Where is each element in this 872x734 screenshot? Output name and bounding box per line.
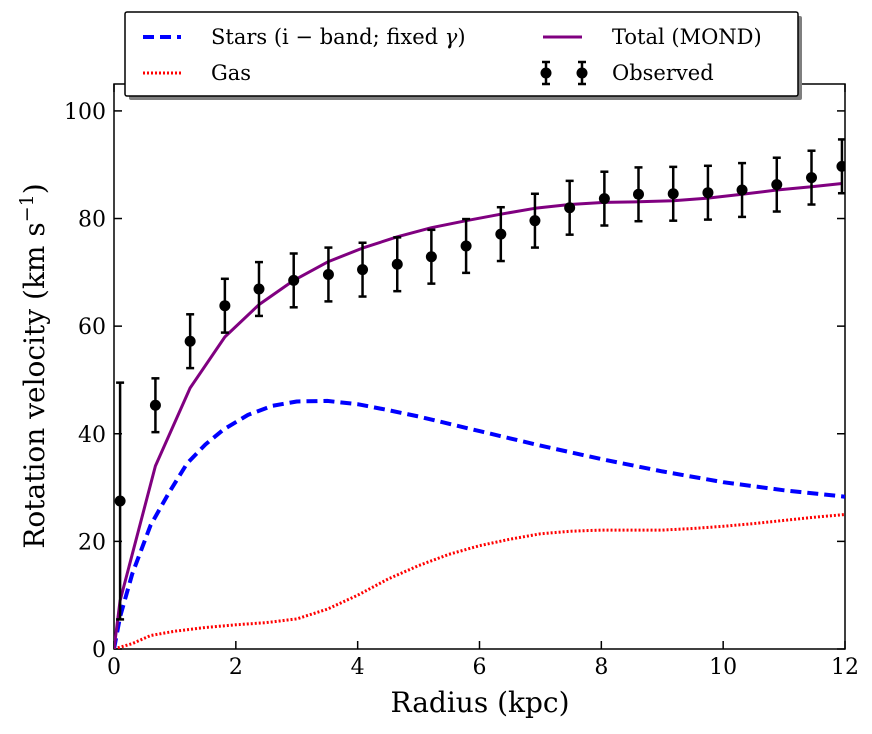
legend-box [124,11,799,97]
y-tick-label: 60 [78,315,106,340]
y-tick-label: 40 [78,423,106,448]
y-axis-label-close: ) [18,183,51,194]
x-tick-label: 2 [229,655,243,680]
observed-point [460,217,472,275]
axis-ticks: 0 2 4 6 8 10 12 0 20 40 60 80 100 [64,84,859,680]
observed-marker [702,187,714,199]
plot-area [113,83,846,650]
observed-point [149,377,161,434]
observed-marker [425,251,437,263]
observed-marker [529,215,541,227]
observed-point [357,241,369,298]
x-tick-label: 6 [473,655,487,680]
stars-line [114,398,845,649]
observed-point [288,252,300,309]
legend-gas-label: Gas [211,61,251,85]
x-tick-label: 10 [709,655,737,680]
y-tick-label: 20 [78,530,106,555]
observed-point [219,277,231,334]
y-axis-label-exponent: −1 [16,194,38,222]
observed-point [391,236,403,293]
observed-point [322,246,334,303]
x-tick-label: 4 [351,655,365,680]
observed-marker [391,258,403,270]
observed-marker [184,335,196,347]
y-tick-label: 80 [78,208,106,233]
observed-point [114,381,126,621]
observed-marker [219,300,231,312]
observed-marker [149,399,161,411]
observed-point [702,164,714,221]
x-tick-label: 12 [831,655,859,680]
observed-point [564,179,576,236]
observed-marker [495,228,507,240]
observed-marker [598,193,610,205]
x-axis-label: Radius (kpc) [390,686,569,719]
y-axis-label-main: Rotation velocity (km s [18,222,51,548]
observed-marker [288,274,300,286]
observed-point [529,192,541,249]
observed-marker [460,240,472,252]
observed-marker [253,283,265,295]
observed-point [736,161,748,219]
observed-point [495,205,507,263]
observed-marker [805,172,817,184]
observed-marker [836,160,845,172]
observed-point [253,260,265,318]
observed-marker [736,184,748,196]
series-layer [114,138,845,649]
observed-marker [771,179,783,191]
y-tick-label: 0 [92,638,106,663]
observed-point [667,165,679,222]
legend-observed-label: Observed [612,61,714,85]
legend-observed-swatch [540,60,588,86]
observed-marker [564,202,576,214]
observed-marker [357,264,369,276]
observed-point [836,138,845,195]
y-axis-label: Rotation velocity (km s−1) [16,183,51,548]
observed-marker [632,188,644,200]
x-tick-label: 0 [107,655,121,680]
y-tick-label: 100 [64,100,106,125]
legend-stars-label: Stars (i − band; fixed γ) [211,25,466,49]
observed-point [425,228,437,285]
observed-point [632,166,644,223]
observed-point [771,156,783,213]
observed-marker [114,495,126,507]
observed-marker [667,188,679,200]
legend-total-label: Total (MOND) [612,25,762,49]
observed-marker [322,268,334,280]
observed-point [805,149,817,206]
legend: Stars (i − band; fixed γ) Gas Total (MON… [124,11,802,100]
observed-point [184,313,196,370]
observed-point [598,170,610,227]
x-tick-label: 8 [594,655,608,680]
